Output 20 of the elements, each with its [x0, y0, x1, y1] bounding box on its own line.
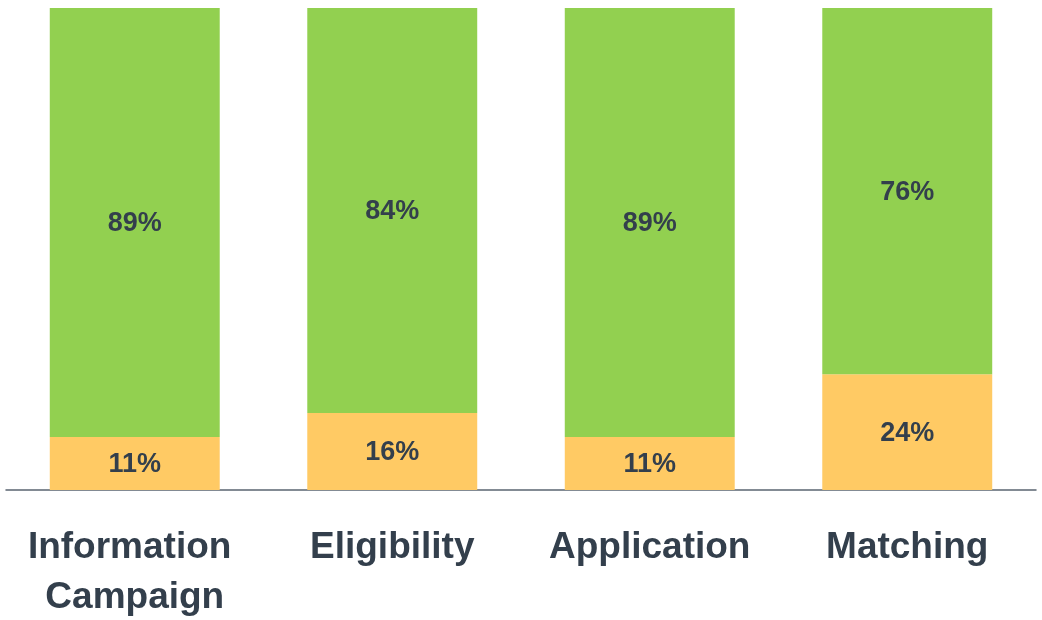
x-tick-label: Eligibility	[310, 524, 475, 566]
bar	[564, 436, 735, 490]
x-tick-label: Information Campaign	[27, 524, 242, 616]
bar	[564, 8, 735, 437]
data-label: 89%	[622, 207, 677, 238]
x-tick-label: Application	[549, 524, 751, 566]
data-label: 11%	[108, 448, 162, 479]
data-label: 89%	[107, 207, 162, 238]
data-label: 16%	[365, 436, 420, 467]
data-label: 24%	[880, 417, 935, 448]
bar	[822, 8, 993, 375]
bar	[822, 374, 993, 490]
data-label: 84%	[365, 195, 420, 226]
x-tick-label: Matching	[826, 524, 989, 566]
data-label: 11%	[623, 448, 677, 479]
bar	[307, 8, 478, 413]
data-label: 76%	[880, 176, 935, 207]
bar	[49, 436, 220, 490]
bar	[307, 412, 478, 490]
bar	[49, 8, 220, 437]
